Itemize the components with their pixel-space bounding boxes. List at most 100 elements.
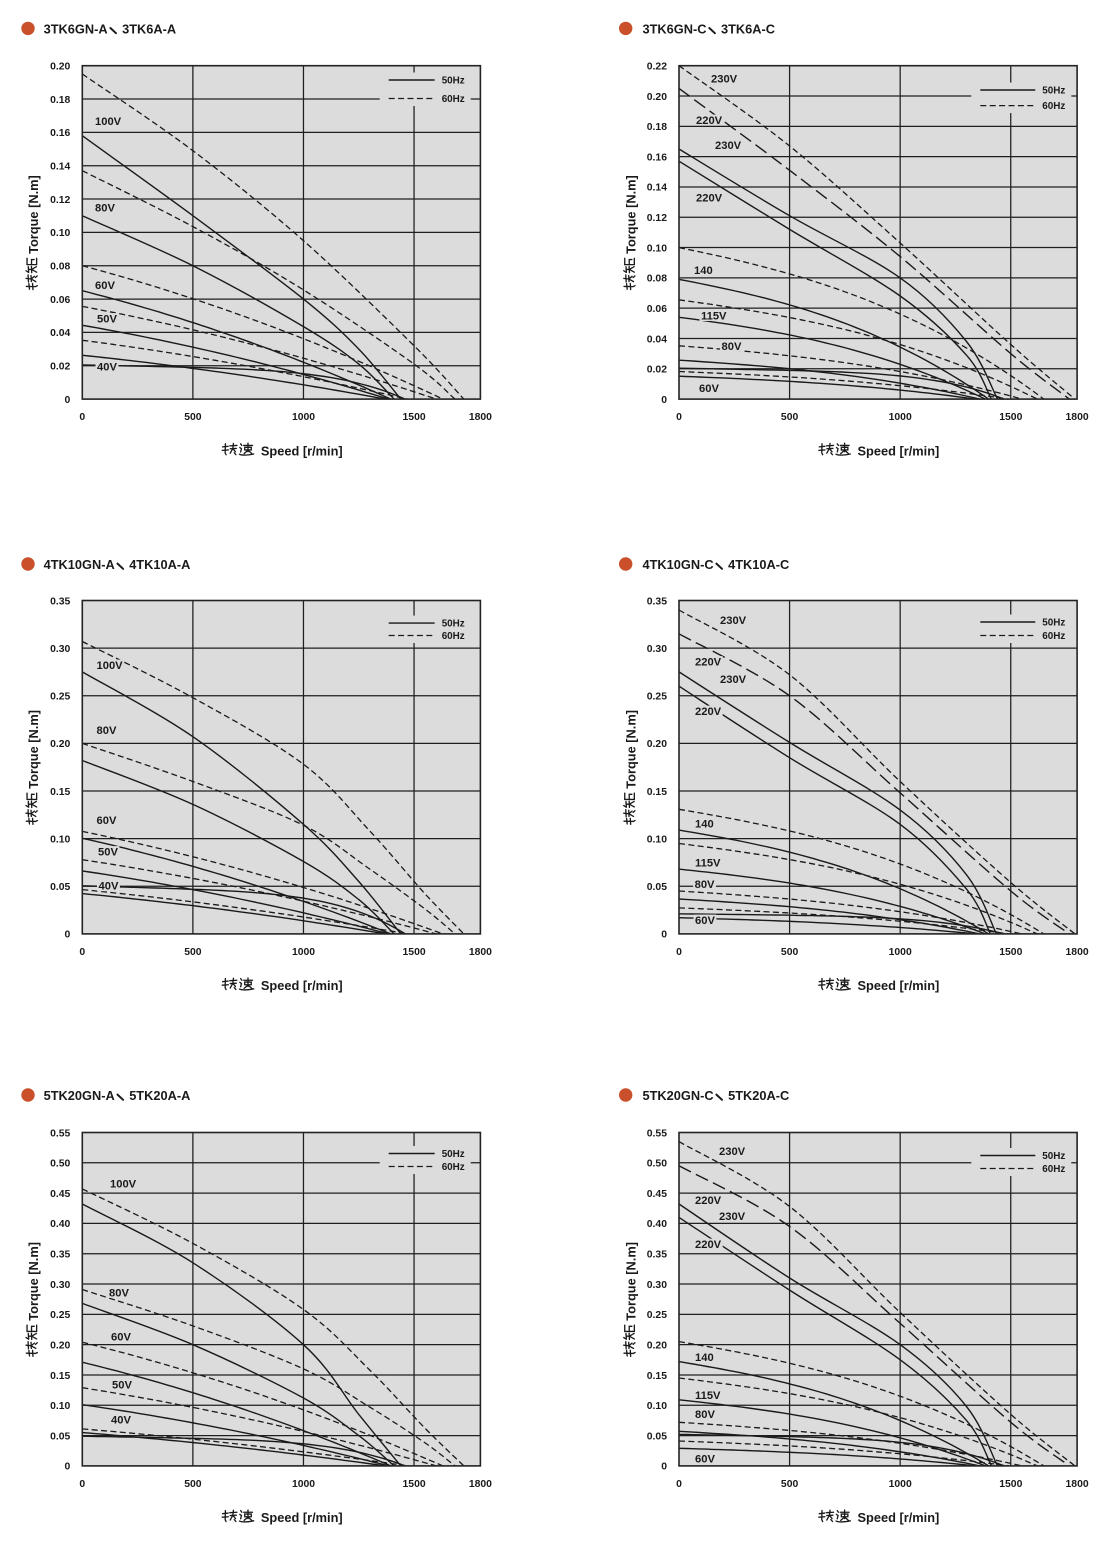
svg-text:140: 140: [695, 818, 714, 830]
svg-text:Torque [N.m]: Torque [N.m]: [26, 175, 41, 254]
svg-text:0.04: 0.04: [647, 334, 667, 345]
svg-text:0.18: 0.18: [50, 95, 70, 106]
svg-text:0: 0: [79, 1479, 85, 1490]
svg-text:0.25: 0.25: [647, 692, 667, 703]
svg-text:3TK6GN-A: 3TK6GN-A: [44, 22, 108, 37]
svg-text:60V: 60V: [695, 915, 715, 927]
svg-text:0.10: 0.10: [50, 1401, 70, 1412]
svg-text:5TK20A-A: 5TK20A-A: [129, 1088, 190, 1103]
svg-text:4TK10GN-C: 4TK10GN-C: [643, 557, 714, 572]
svg-text:0.10: 0.10: [50, 228, 70, 239]
svg-text:60Hz: 60Hz: [442, 1162, 465, 1173]
svg-text:0.18: 0.18: [647, 122, 667, 133]
svg-text:1500: 1500: [403, 412, 426, 423]
svg-text:0.06: 0.06: [647, 304, 667, 315]
svg-text:0: 0: [661, 930, 667, 941]
svg-text:1000: 1000: [292, 947, 315, 958]
svg-text:100V: 100V: [95, 116, 122, 128]
svg-text:Torque [N.m]: Torque [N.m]: [624, 1242, 639, 1321]
svg-text:0.25: 0.25: [50, 1310, 70, 1321]
svg-text:1800: 1800: [1066, 1479, 1089, 1490]
svg-text:0: 0: [65, 395, 71, 406]
svg-text:0.35: 0.35: [647, 1250, 667, 1261]
svg-text:50Hz: 50Hz: [1042, 618, 1065, 629]
svg-text:0.05: 0.05: [50, 1431, 70, 1442]
svg-text:80V: 80V: [722, 341, 742, 353]
svg-text:0.02: 0.02: [50, 362, 70, 373]
svg-text:60V: 60V: [695, 1453, 715, 1465]
svg-text:50V: 50V: [97, 313, 117, 325]
svg-text:0.55: 0.55: [50, 1128, 70, 1139]
svg-text:Torque [N.m]: Torque [N.m]: [624, 710, 639, 789]
svg-text:1800: 1800: [1066, 412, 1089, 423]
svg-text:80V: 80V: [695, 879, 715, 891]
svg-text:220V: 220V: [695, 1239, 722, 1251]
svg-text:0.20: 0.20: [647, 1340, 667, 1351]
svg-text:0: 0: [676, 1479, 682, 1490]
svg-text:0.45: 0.45: [647, 1189, 667, 1200]
svg-text:140: 140: [695, 1352, 714, 1364]
svg-text:220V: 220V: [696, 192, 723, 204]
svg-text:0: 0: [65, 1462, 71, 1473]
svg-text:50Hz: 50Hz: [1042, 86, 1065, 97]
svg-text:1000: 1000: [889, 947, 912, 958]
svg-text:Speed [r/min]: Speed [r/min]: [261, 1510, 343, 1525]
svg-text:50Hz: 50Hz: [442, 619, 465, 630]
svg-text:0.04: 0.04: [50, 328, 70, 339]
svg-text:3TK6A-C: 3TK6A-C: [721, 22, 775, 37]
svg-text:80V: 80V: [95, 202, 115, 214]
svg-text:5TK20GN-A: 5TK20GN-A: [44, 1088, 115, 1103]
svg-text:115V: 115V: [701, 311, 727, 323]
svg-text:500: 500: [781, 947, 799, 958]
svg-text:0.10: 0.10: [647, 243, 667, 254]
svg-text:500: 500: [781, 1479, 799, 1490]
svg-text:0.22: 0.22: [647, 62, 667, 73]
svg-text:230V: 230V: [719, 1211, 746, 1223]
svg-text:1000: 1000: [292, 1479, 315, 1490]
svg-text:0.15: 0.15: [50, 1371, 70, 1382]
svg-text:0.50: 0.50: [50, 1159, 70, 1170]
svg-text:80V: 80V: [109, 1287, 129, 1299]
svg-text:0.30: 0.30: [50, 644, 70, 655]
svg-text:4TK10A-C: 4TK10A-C: [728, 557, 789, 572]
svg-text:500: 500: [184, 947, 202, 958]
svg-text:0.20: 0.20: [50, 62, 70, 73]
svg-text:0: 0: [676, 412, 682, 423]
svg-text:0: 0: [79, 947, 85, 958]
svg-text:230V: 230V: [720, 674, 747, 686]
svg-text:0.55: 0.55: [647, 1128, 667, 1139]
svg-text:100V: 100V: [97, 660, 124, 672]
svg-text:0.40: 0.40: [50, 1219, 70, 1230]
svg-text:60V: 60V: [95, 280, 115, 292]
svg-text:0.30: 0.30: [647, 1280, 667, 1291]
svg-text:80V: 80V: [97, 725, 117, 737]
svg-text:230V: 230V: [720, 615, 747, 627]
svg-text:0.20: 0.20: [50, 1340, 70, 1351]
svg-text:0.05: 0.05: [647, 882, 667, 893]
svg-text:0.20: 0.20: [50, 739, 70, 750]
svg-text:50V: 50V: [98, 846, 118, 858]
svg-text:0.14: 0.14: [50, 162, 70, 173]
svg-text:60Hz: 60Hz: [1042, 631, 1065, 642]
svg-text:0.20: 0.20: [647, 92, 667, 103]
svg-text:Speed [r/min]: Speed [r/min]: [858, 1510, 940, 1525]
svg-text:0.12: 0.12: [50, 195, 70, 206]
svg-text:1500: 1500: [999, 1479, 1022, 1490]
svg-text:60V: 60V: [97, 815, 117, 827]
svg-text:40V: 40V: [97, 362, 117, 374]
svg-text:Speed [r/min]: Speed [r/min]: [858, 978, 940, 993]
svg-text:230V: 230V: [711, 73, 738, 85]
svg-text:0.45: 0.45: [50, 1189, 70, 1200]
svg-text:500: 500: [781, 412, 799, 423]
svg-text:500: 500: [184, 412, 202, 423]
svg-text:230V: 230V: [715, 140, 742, 152]
svg-text:0.15: 0.15: [647, 1371, 667, 1382]
svg-text:0.50: 0.50: [647, 1159, 667, 1170]
svg-text:0.05: 0.05: [50, 882, 70, 893]
svg-text:0: 0: [65, 930, 71, 941]
svg-text:0.10: 0.10: [647, 1401, 667, 1412]
svg-text:80V: 80V: [695, 1409, 715, 1421]
svg-text:0.25: 0.25: [647, 1310, 667, 1321]
svg-text:0.14: 0.14: [647, 183, 667, 194]
svg-text:1500: 1500: [403, 1479, 426, 1490]
